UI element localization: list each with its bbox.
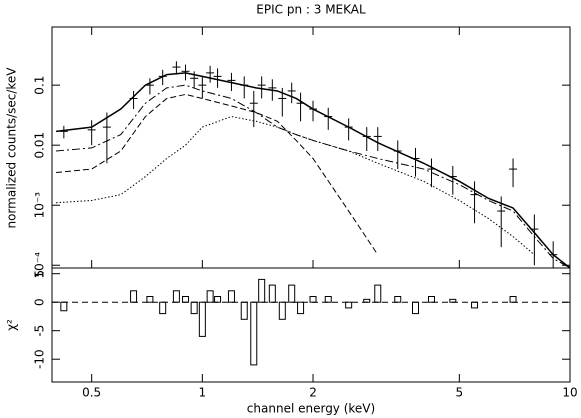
residual (258, 278, 266, 303)
residual (268, 284, 276, 303)
residual (374, 284, 382, 303)
residual (159, 301, 167, 315)
y-tick-label: 5 (33, 270, 47, 278)
residual (172, 290, 180, 303)
residual (471, 301, 479, 309)
residual (509, 296, 517, 303)
y-axis-label: χ² (5, 319, 19, 331)
x-tick-label: 2 (309, 386, 317, 400)
residual (324, 296, 332, 303)
x-tick-label: 0.5 (82, 386, 101, 400)
model-curve (56, 116, 535, 256)
residual (427, 296, 435, 303)
x-tick-label: 10 (562, 386, 577, 400)
model-curve (55, 72, 570, 268)
y-tick-label: -5 (33, 325, 47, 337)
residual (198, 301, 206, 337)
residual (206, 290, 214, 303)
residual (297, 301, 305, 315)
residual (309, 296, 317, 303)
y-tick-label: 10⁻⁴ (33, 252, 47, 279)
chart-title: EPIC pn : 3 MEKAL (256, 3, 366, 17)
y-tick-label: -10 (33, 349, 47, 369)
y-axis-label: normalized counts/sec/keV (5, 67, 19, 229)
residual (227, 290, 235, 303)
residual (240, 301, 248, 320)
x-axis-label: channel energy (keV) (247, 402, 375, 416)
residual (278, 301, 286, 320)
y-tick-label: 0.01 (33, 132, 47, 159)
residual (345, 301, 353, 309)
bottom-plot (52, 278, 570, 366)
residual (394, 296, 402, 303)
x-tick-label: 5 (456, 386, 464, 400)
residual (214, 296, 222, 303)
residual (190, 301, 198, 315)
y-tick-label: 10⁻³ (33, 192, 47, 219)
residual (250, 301, 258, 366)
y-tick-label: 0.1 (33, 76, 47, 95)
residual (130, 290, 138, 303)
residual (182, 296, 190, 303)
residual (288, 284, 296, 303)
top-frame (51, 26, 571, 269)
residual (146, 296, 154, 303)
y-tick-label: 0 (33, 298, 47, 306)
residual (449, 298, 457, 303)
model-curve (55, 93, 379, 255)
x-tick-label: 1 (199, 386, 207, 400)
residual (363, 298, 371, 303)
residual (60, 301, 68, 312)
bottom-frame (51, 267, 571, 383)
residual (412, 301, 420, 315)
top-plot (55, 61, 570, 268)
